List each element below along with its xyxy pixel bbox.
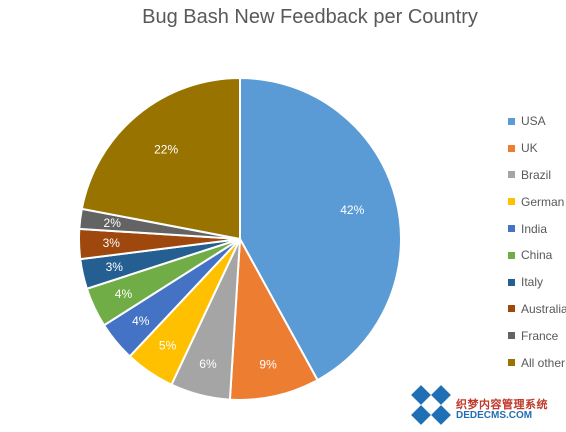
watermark: 织梦内容管理系统 DEDECMS.COM: [410, 378, 566, 432]
data-label-usa: 42%: [340, 203, 364, 217]
watermark-subtext: DEDECMS.COM: [456, 410, 533, 421]
data-label-italy: 3%: [106, 260, 124, 274]
legend-swatch: [508, 171, 515, 179]
legend-item: All other: [508, 349, 566, 376]
watermark-text: 织梦内容管理系统: [456, 399, 548, 411]
legend-label: Brazil: [521, 167, 552, 182]
legend-item: Australia: [508, 296, 566, 323]
legend-item: China: [508, 242, 566, 269]
data-label-india: 4%: [132, 314, 150, 328]
legend-label: German: [521, 194, 565, 209]
data-label-australia: 3%: [103, 236, 121, 250]
data-label-brazil: 6%: [199, 357, 217, 371]
legend-label: China: [521, 248, 553, 263]
data-label-german: 5%: [159, 339, 177, 353]
legend-swatch: [508, 305, 515, 313]
legend-label: USA: [521, 114, 546, 129]
data-label-all-other: 22%: [154, 143, 178, 157]
legend-item: France: [508, 322, 566, 349]
legend-item: Brazil: [508, 162, 566, 189]
legend-label: Italy: [521, 275, 544, 290]
legend-item: Italy: [508, 269, 566, 296]
legend-item: India: [508, 215, 566, 242]
legend-swatch: [508, 332, 515, 340]
legend-label: Australia: [521, 301, 566, 316]
legend-swatch: [508, 117, 515, 125]
data-label-france: 2%: [104, 216, 122, 230]
pie-slice-usa: [239, 76, 402, 382]
legend-swatch: [508, 198, 515, 206]
legend-swatch: [508, 251, 515, 259]
legend-item: German: [508, 188, 566, 215]
pie-slice-uk: [228, 235, 319, 401]
legend-swatch: [508, 359, 515, 367]
data-label-china: 4%: [115, 287, 133, 301]
legend-swatch: [508, 144, 515, 152]
legend-label: India: [521, 221, 548, 236]
data-label-uk: 9%: [259, 358, 277, 372]
watermark-logo-icon: [411, 385, 451, 425]
legend-swatch: [508, 278, 515, 286]
legend-label: All other: [521, 355, 566, 370]
chart-title: Bug Bash New Feedback per Country: [142, 6, 478, 28]
legend-label: France: [521, 328, 559, 343]
legend-label: UK: [521, 141, 538, 156]
legend-swatch: [508, 225, 515, 233]
legend-item: UK: [508, 135, 566, 162]
legend-item: USA: [508, 108, 566, 135]
pie-slice-all-other: [80, 76, 241, 241]
legend: USA UK Brazil German India China Italy Australi…: [508, 108, 566, 376]
